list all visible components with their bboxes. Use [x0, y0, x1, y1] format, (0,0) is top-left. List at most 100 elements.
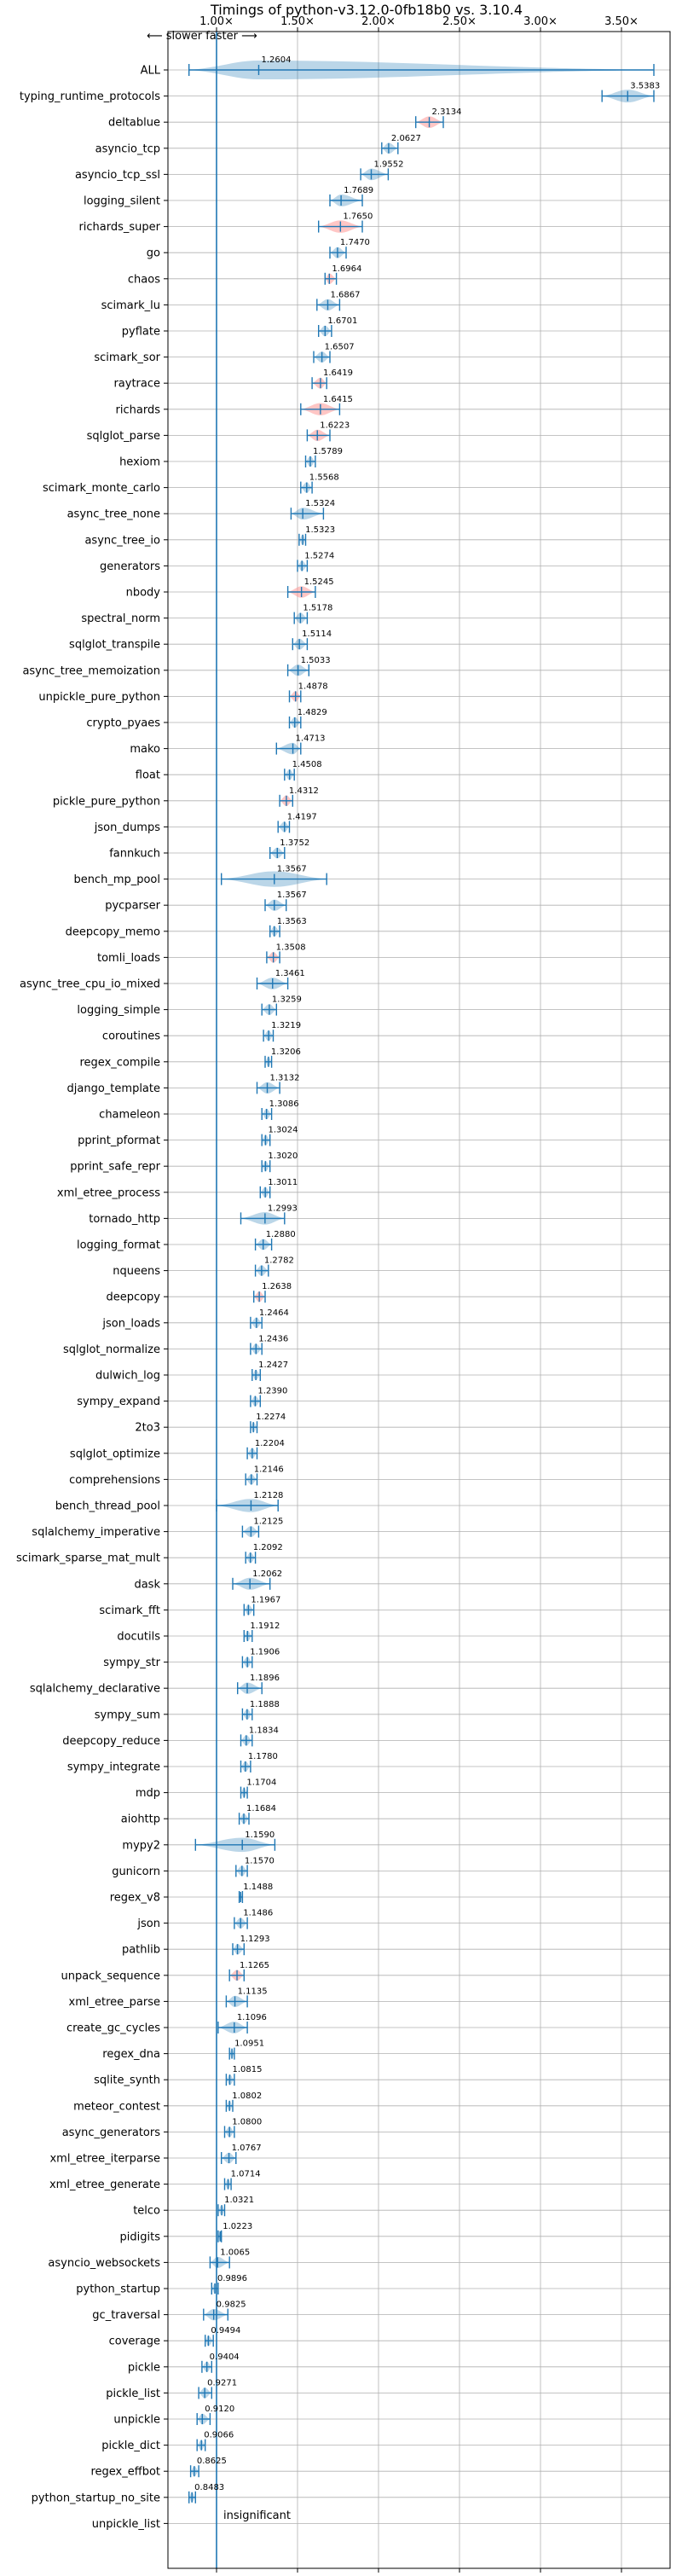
value-label: 0.9120	[205, 2405, 234, 2414]
category-label: pidigits	[120, 2231, 161, 2243]
category-label: deepcopy_reduce	[62, 1735, 160, 1748]
category-label: gc_traversal	[92, 2309, 160, 2322]
value-label: 1.5274	[304, 551, 334, 560]
value-label: 1.0802	[232, 2092, 262, 2101]
value-label: 1.3461	[275, 969, 305, 978]
category-label: tornado_http	[89, 1213, 160, 1226]
value-label: 1.0815	[232, 2065, 262, 2074]
violins	[188, 32, 655, 2568]
value-label: 1.1590	[245, 1830, 275, 1840]
value-label: 1.1967	[251, 1595, 280, 1604]
category-label: bench_thread_pool	[55, 1500, 160, 1513]
category-label: deepcopy_memo	[66, 925, 160, 938]
value-label: 1.3567	[277, 891, 307, 900]
category-label: chameleon	[99, 1109, 160, 1122]
value-label: 1.2464	[259, 1308, 289, 1318]
value-label: 1.1570	[245, 1856, 275, 1865]
value-label: 1.7470	[340, 238, 370, 247]
category-label: dulwich_log	[95, 1370, 160, 1383]
value-label: 1.4713	[296, 734, 326, 744]
category-label: async_tree_memoization	[22, 664, 160, 677]
value-label: 1.0767	[232, 2144, 262, 2153]
value-label: 1.3219	[271, 1021, 301, 1030]
category-label: tomli_loads	[97, 952, 160, 965]
value-label: 1.2274	[256, 1413, 286, 1422]
category-label: scimark_monte_carlo	[43, 482, 160, 495]
category-label: xml_etree_parse	[69, 1996, 160, 2009]
value-label: 1.2125	[253, 1517, 283, 1527]
category-label: pickle_list	[106, 2387, 160, 2400]
category-label: fannkuch	[109, 848, 160, 861]
category-label: sqlite_synth	[94, 2074, 160, 2087]
value-label: 1.3752	[280, 838, 309, 848]
category-label: xml_etree_iterparse	[49, 2153, 160, 2166]
category-label: scimark_fft	[99, 1604, 160, 1617]
value-label: 1.4197	[287, 812, 317, 821]
category-label: nqueens	[113, 1265, 160, 1278]
value-label: 1.0223	[223, 2222, 252, 2231]
value-label: 1.4878	[298, 682, 328, 691]
value-label: 1.4829	[298, 708, 327, 717]
value-label: 1.3508	[276, 943, 306, 952]
value-label: 1.6223	[320, 421, 350, 430]
value-label: 1.3259	[272, 995, 302, 1005]
value-label: 1.3563	[277, 917, 307, 926]
category-label: comprehensions	[69, 1474, 160, 1487]
category-label: sympy_str	[103, 1656, 160, 1669]
plot-frame	[167, 31, 671, 2569]
value-label: 1.2782	[264, 1256, 294, 1266]
category-label: logging_format	[77, 1239, 160, 1252]
category-label: unpickle	[113, 2414, 160, 2427]
x-tick-label-top: 1.00×	[199, 15, 234, 28]
value-label: 1.0800	[232, 2117, 262, 2126]
category-label: sqlglot_transpile	[69, 639, 160, 652]
value-label: 1.6507	[325, 343, 355, 352]
value-label: 1.5033	[301, 656, 331, 665]
value-label: 1.7650	[343, 212, 373, 222]
value-label: 1.5245	[304, 577, 334, 587]
category-label: scimark_sor	[94, 351, 160, 364]
category-label: pprint_pformat	[78, 1134, 160, 1147]
value-label: 1.3024	[268, 1126, 298, 1135]
value-label: 1.4508	[292, 760, 322, 769]
category-label: sympy_expand	[77, 1395, 160, 1408]
value-label: 1.1135	[238, 1987, 268, 1996]
value-label: 1.3206	[271, 1047, 301, 1057]
category-label: async_generators	[62, 2126, 161, 2139]
value-label: 1.2638	[262, 1282, 292, 1291]
value-label: 1.1486	[243, 1909, 273, 1918]
category-label: asyncio_tcp_ssl	[75, 169, 160, 182]
category-label: docutils	[117, 1631, 160, 1644]
category-label: sqlalchemy_imperative	[32, 1526, 160, 1539]
category-label: regex_effbot	[90, 2466, 160, 2479]
value-label: 1.7689	[344, 186, 373, 195]
value-label: 1.1906	[250, 1648, 280, 1657]
category-label: regex_v8	[110, 1892, 160, 1905]
category-label: bench_mp_pool	[73, 873, 160, 886]
value-label: 1.4312	[289, 786, 319, 796]
category-label: coverage	[109, 2335, 160, 2348]
category-label: spectral_norm	[81, 612, 160, 625]
labels: 1.00×1.00×1.50×1.50×2.00×2.00×2.50×2.50×…	[16, 15, 660, 2531]
value-label: 0.9494	[211, 2326, 240, 2335]
category-label: unpickle_pure_python	[38, 691, 160, 704]
value-label: 1.0951	[234, 2039, 264, 2049]
value-label: 1.2390	[257, 1387, 287, 1396]
value-label: 0.9404	[210, 2353, 240, 2362]
category-label: deepcopy	[106, 1291, 160, 1304]
value-label: 1.2062	[252, 1569, 282, 1579]
category-label: xml_etree_process	[57, 1186, 160, 1199]
category-label: dask	[134, 1578, 160, 1591]
category-label: sympy_integrate	[67, 1761, 160, 1774]
category-label: unpickle_list	[92, 2518, 160, 2531]
category-label: richards	[116, 403, 161, 416]
category-label: django_template	[67, 1082, 160, 1095]
category-label: pickle_pure_python	[53, 795, 160, 808]
value-label: 1.5178	[303, 604, 332, 613]
value-label: 1.9552	[373, 160, 403, 169]
value-label: 1.5789	[313, 447, 343, 456]
value-label: 1.1896	[250, 1674, 280, 1683]
category-label: logging_simple	[77, 1004, 160, 1017]
